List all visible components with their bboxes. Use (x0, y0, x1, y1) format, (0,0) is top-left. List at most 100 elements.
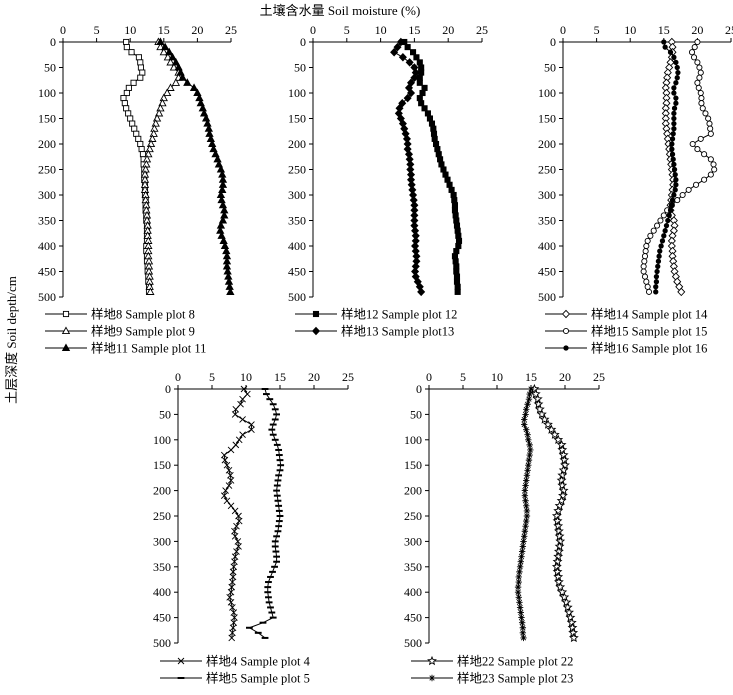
data-point (444, 176, 451, 183)
data-point (524, 401, 531, 408)
data-point (701, 176, 708, 183)
data-point (669, 146, 675, 152)
data-point (694, 38, 701, 46)
legend-label: 样地8 Sample plot 8 (91, 307, 195, 322)
y-tick-label: 350 (404, 560, 422, 574)
data-point (690, 54, 698, 61)
x-tick-label: 15 (525, 370, 537, 384)
data-point (405, 58, 414, 67)
data-point (193, 88, 202, 97)
data-point (645, 288, 653, 295)
x-tick-label: 5 (94, 23, 100, 37)
data-point (641, 258, 648, 265)
legend-marker (427, 655, 437, 666)
data-point (453, 222, 461, 229)
data-point (227, 477, 235, 484)
data-point (430, 125, 437, 132)
data-point (398, 53, 407, 62)
y-tick-label: 100 (153, 433, 171, 447)
data-point (453, 248, 460, 255)
data-point (151, 119, 160, 127)
y-tick-label: 500 (404, 636, 422, 650)
data-point (183, 78, 192, 86)
data-point (450, 191, 457, 199)
y-tick-label: 100 (288, 86, 306, 100)
x-tick-label: 0 (60, 23, 66, 37)
data-point (697, 69, 704, 76)
x-tick-label: 25 (476, 23, 488, 37)
data-point (235, 517, 243, 525)
data-point (521, 416, 528, 423)
data-point (702, 110, 709, 117)
data-point (218, 185, 227, 193)
x-tick-label: 15 (408, 23, 420, 37)
data-point (413, 54, 420, 61)
data-point (514, 583, 522, 591)
data-point (522, 411, 529, 418)
data-point (135, 54, 142, 61)
data-point (699, 105, 706, 112)
data-point (171, 78, 181, 86)
data-point (426, 115, 433, 122)
data-point (390, 47, 399, 57)
data-point (527, 385, 535, 393)
y-tick-label: 400 (153, 585, 171, 599)
data-point (658, 243, 664, 249)
y-tick-label: 500 (38, 290, 56, 304)
data-point (706, 120, 713, 127)
data-point (403, 93, 412, 103)
data-point (653, 273, 660, 280)
data-point (671, 161, 677, 168)
data-point (673, 80, 679, 86)
data-point (421, 105, 428, 112)
data-point (516, 604, 524, 611)
y-tick-label: 50 (544, 61, 556, 75)
data-point (694, 59, 701, 66)
y-tick-label: 150 (38, 112, 56, 126)
data-point (166, 57, 175, 66)
data-point (231, 507, 239, 515)
data-point (438, 161, 445, 168)
data-point (707, 130, 714, 137)
data-point (677, 287, 686, 297)
data-point (209, 144, 218, 153)
data-point (235, 436, 243, 444)
y-tick-label: 500 (538, 290, 556, 304)
data-point (431, 135, 438, 142)
figure-y-axis-title: 土层深度 Soil depth/cm (4, 276, 19, 404)
legend-marker (62, 310, 70, 318)
data-point (697, 135, 704, 142)
data-point (211, 149, 220, 158)
data-point (454, 288, 461, 295)
data-point (203, 119, 212, 127)
data-point (521, 528, 529, 535)
data-point (451, 207, 459, 214)
data-point (233, 522, 240, 530)
x-tick-label: 25 (725, 23, 733, 37)
data-point (137, 59, 144, 66)
data-point (515, 578, 522, 586)
data-point (149, 129, 158, 137)
y-tick-label: 350 (153, 560, 171, 574)
data-point (407, 88, 416, 98)
data-point (662, 228, 668, 234)
data-point (694, 79, 701, 86)
data-point (146, 139, 156, 148)
data-point (430, 130, 438, 137)
data-point (669, 197, 676, 203)
data-point (137, 140, 144, 148)
data-point (641, 253, 649, 260)
y-tick-label: 200 (538, 137, 556, 151)
data-point (640, 268, 647, 275)
series-2 (640, 38, 718, 295)
series-2 (390, 37, 426, 297)
y-tick-label: 0 (300, 35, 306, 49)
legend-label: 样地11 Sample plot 11 (91, 341, 206, 356)
data-point (644, 283, 651, 290)
data-point (174, 62, 183, 71)
y-tick-label: 100 (538, 86, 556, 100)
data-point (517, 609, 524, 616)
data-point (416, 95, 423, 102)
data-point (135, 135, 142, 142)
data-point (451, 253, 459, 260)
